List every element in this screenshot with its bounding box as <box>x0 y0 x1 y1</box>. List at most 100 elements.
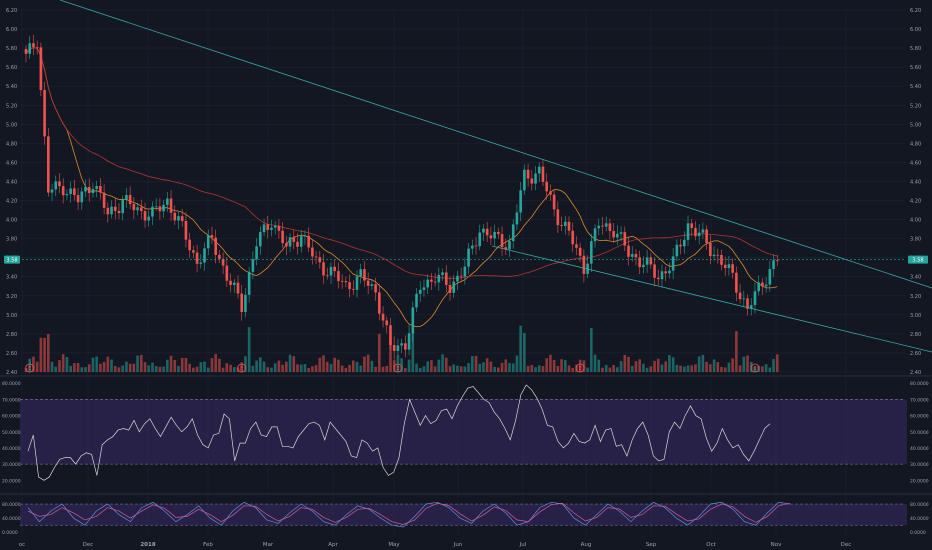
candle-body[interactable] <box>177 216 180 221</box>
candle-body[interactable] <box>348 282 351 289</box>
candle-body[interactable] <box>132 204 136 211</box>
candle-body[interactable] <box>50 189 54 193</box>
candle-body[interactable] <box>441 272 444 275</box>
candle-body[interactable] <box>690 223 694 228</box>
candle-body[interactable] <box>333 266 336 272</box>
candle-body[interactable] <box>649 257 653 265</box>
candle-body[interactable] <box>645 257 649 265</box>
candle-body[interactable] <box>266 224 270 230</box>
candle-body[interactable] <box>247 271 251 295</box>
rsi-axis-right[interactable]: 80.0000 70.0000 60.0000 50.0000 40.0000 30.00… <box>910 381 929 484</box>
candle-body[interactable] <box>236 282 240 294</box>
candle-body[interactable] <box>363 269 366 281</box>
candle-body[interactable] <box>154 206 158 208</box>
moving-average-line[interactable] <box>25 47 778 279</box>
candle-body[interactable] <box>35 47 39 49</box>
price-pane[interactable]: E E E E E 6.20 6.00 5.80 5.60 5.40 5.20 5.00 4.80 4.… <box>4 0 932 535</box>
candle-body[interactable] <box>679 244 682 247</box>
candle-body[interactable] <box>39 47 43 90</box>
candle-body[interactable] <box>240 293 244 313</box>
candle-body[interactable] <box>675 244 679 257</box>
candle-body[interactable] <box>106 207 110 215</box>
candle-body[interactable] <box>166 198 169 205</box>
candle-body[interactable] <box>723 264 727 269</box>
candle-body[interactable] <box>619 232 623 234</box>
candle-body[interactable] <box>448 284 452 293</box>
candle-body[interactable] <box>575 244 578 248</box>
candle-body[interactable] <box>225 265 229 281</box>
candle-body[interactable] <box>590 241 593 264</box>
earnings-marker[interactable] <box>25 363 35 373</box>
rsi-axis-left[interactable]: 80.0000 70.0000 60.0000 50.0000 40.0000 30.00… <box>2 381 21 484</box>
candle-body[interactable] <box>340 281 344 282</box>
candle-body[interactable] <box>709 242 712 257</box>
candle-body[interactable] <box>444 272 448 285</box>
candle-body[interactable] <box>32 43 35 48</box>
candle-body[interactable] <box>370 284 374 286</box>
candle-body[interactable] <box>381 313 385 321</box>
candle-body[interactable] <box>206 235 210 249</box>
candle-body[interactable] <box>471 245 474 249</box>
candle-body[interactable] <box>400 343 403 346</box>
candle-body[interactable] <box>653 264 656 278</box>
candle-body[interactable] <box>314 256 318 258</box>
stoch-d-line[interactable] <box>27 502 791 525</box>
candle-body[interactable] <box>545 181 548 192</box>
candle-body[interactable] <box>125 194 128 200</box>
candle-body[interactable] <box>508 241 511 250</box>
candle-body[interactable] <box>173 212 177 221</box>
candle-body[interactable] <box>426 279 429 288</box>
candle-body[interactable] <box>526 169 530 179</box>
candle-body[interactable] <box>255 246 258 260</box>
candle-body[interactable] <box>366 280 370 286</box>
candle-body[interactable] <box>322 262 325 276</box>
candle-body[interactable] <box>634 254 638 258</box>
rsi-pane[interactable]: 80.0000 70.0000 60.0000 50.0000 40.0000 30.00… <box>2 381 929 484</box>
candle-body[interactable] <box>158 206 162 212</box>
candle-body[interactable] <box>65 194 69 196</box>
candle-body[interactable] <box>262 224 266 233</box>
candle-body[interactable] <box>136 207 139 211</box>
candle-body[interactable] <box>563 221 567 227</box>
candle-body[interactable] <box>184 220 188 240</box>
candle-body[interactable] <box>433 281 437 283</box>
candle-body[interactable] <box>757 282 760 292</box>
candle-body[interactable] <box>668 270 671 274</box>
candle-body[interactable] <box>627 245 630 257</box>
candle-body[interactable] <box>214 237 217 255</box>
candle-body[interactable] <box>385 320 389 326</box>
candle-body[interactable] <box>95 186 98 189</box>
candle-body[interactable] <box>99 186 102 193</box>
candle-body[interactable] <box>121 199 125 214</box>
candle-body[interactable] <box>415 293 418 308</box>
candle-body[interactable] <box>493 231 496 239</box>
candle-body[interactable] <box>259 232 262 247</box>
trendlines[interactable] <box>59 0 932 353</box>
candle-body[interactable] <box>407 333 411 350</box>
stoch-k-line[interactable] <box>27 501 791 528</box>
candle-body[interactable] <box>593 228 597 242</box>
stoch-axis-left[interactable]: 80.0000 40.0000 0.0000 <box>2 502 21 536</box>
candle-body[interactable] <box>396 345 400 351</box>
candle-body[interactable] <box>582 255 586 274</box>
candle-body[interactable] <box>452 281 456 293</box>
candle-body[interactable] <box>571 230 575 245</box>
candle-body[interactable] <box>437 274 441 283</box>
candle-body[interactable] <box>660 271 664 280</box>
candle-body[interactable] <box>195 252 199 264</box>
candle-body[interactable] <box>128 194 132 205</box>
candle-body[interactable] <box>58 181 61 187</box>
candle-body[interactable] <box>188 239 191 251</box>
candle-body[interactable] <box>630 254 634 257</box>
candle-body[interactable] <box>285 243 288 247</box>
candle-body[interactable] <box>772 260 775 270</box>
candle-body[interactable] <box>638 257 641 268</box>
lower-trendline[interactable] <box>491 245 932 353</box>
candle-body[interactable] <box>337 271 340 282</box>
candle-body[interactable] <box>210 235 214 238</box>
earnings-marker[interactable] <box>237 363 247 373</box>
candle-body[interactable] <box>47 136 50 193</box>
candle-body[interactable] <box>151 206 154 217</box>
candle-body[interactable] <box>69 188 72 195</box>
candle-body[interactable] <box>738 292 742 300</box>
